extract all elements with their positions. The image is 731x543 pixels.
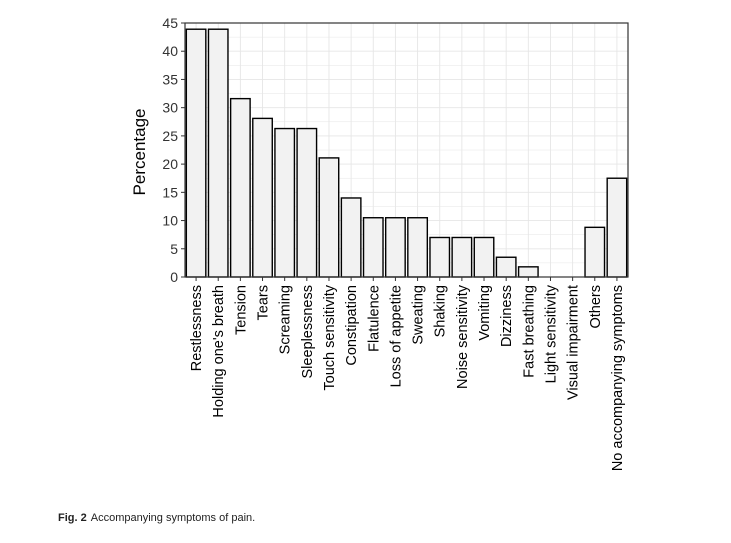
y-tick-label: 15 [162,184,178,200]
x-tick-label: Fast breathing [521,285,537,378]
y-tick-label: 35 [162,71,178,87]
bar [429,236,451,278]
x-tick-label: Others [588,285,604,329]
bar [407,217,429,278]
bar [296,127,318,278]
x-tick-label: Loss of appetite [388,285,404,387]
x-axis: Restlessness Holding one's breath Tension T… [189,277,626,471]
plot-panel-border [184,22,629,278]
bar [473,236,495,278]
y-axis-label: Percentage [130,109,149,196]
bar [185,28,207,278]
bar [318,157,340,278]
figure-caption: Fig. 2 Accompanying symptoms of pain. [58,512,255,524]
bars [185,28,628,278]
y-tick-label: 25 [162,128,178,144]
y-tick-label: 10 [162,213,178,229]
x-tick-label: Restlessness [189,285,205,371]
x-tick-label: Constipation [344,285,360,366]
y-tick-label: 20 [162,156,178,172]
x-tick-label: Sleeplessness [300,285,316,379]
x-tick-label: Noise sensitivity [455,284,471,389]
x-tick-label: Light sensitivity [543,284,559,383]
y-tick-label: 45 [162,15,178,31]
x-tick-label: Shaking [433,285,449,337]
bar [584,226,606,278]
bar [451,236,473,278]
bar [495,256,517,278]
x-tick-label: Holding one's breath [211,285,227,418]
bar [229,97,251,278]
x-tick-label: Visual impairment [566,285,582,400]
y-tick-label: 40 [162,43,178,59]
x-tick-label: Vomiting [477,285,493,341]
x-tick-label: Flatulence [366,285,382,352]
x-tick-label: Tension [233,285,249,335]
x-tick-label: Touch sensitivity [322,284,338,390]
bar [274,127,296,278]
x-tick-label: Sweating [411,285,427,345]
x-tick-label: Tears [256,285,272,320]
x-tick-label: Screaming [278,285,294,354]
y-axis: 0 5 10 15 20 25 30 35 40 45 [162,15,185,285]
bar [340,197,362,278]
bar [362,217,384,278]
x-tick-label: Dizziness [499,285,515,347]
bar [384,217,406,278]
y-tick-label: 30 [162,100,178,116]
y-tick-label: 5 [170,241,178,257]
x-tick-label: No accompanying symptoms [610,285,626,471]
bar [252,117,273,278]
figure-caption-label: Fig. 2 [58,512,87,524]
grid-lines [185,22,628,278]
y-tick-label: 0 [170,269,178,285]
bar [207,28,229,278]
figure-caption-text: Accompanying symptoms of pain. [90,512,256,524]
bar [517,266,539,278]
bar [606,177,628,278]
